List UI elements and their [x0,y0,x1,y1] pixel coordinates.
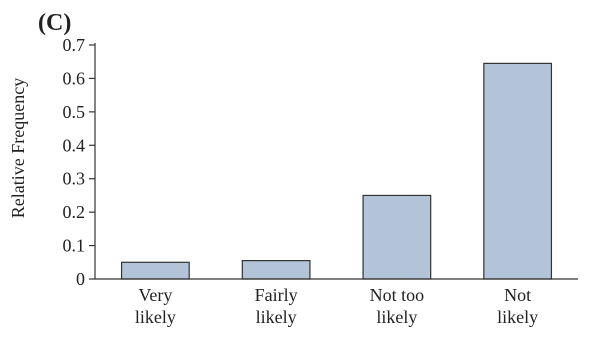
y-tick-label: 0.3 [63,169,86,189]
bar [120,261,190,280]
x-category-label: likely [256,307,297,327]
x-category-label: Not too [370,285,425,305]
y-tick-label: 0 [76,269,85,289]
y-axis: 0 0.1 0.2 0.3 0.4 0.5 0.6 0.7 [63,35,96,289]
x-category-label: Fairly [255,285,298,305]
x-category-label: likely [376,307,417,327]
bar [241,260,311,280]
y-axis-title: Relative Frequency [8,78,28,218]
y-tick-label: 0.2 [63,202,86,222]
bars [120,62,553,280]
y-tick-label: 0.1 [63,236,86,256]
y-tick-label: 0.7 [63,35,86,55]
y-tick-label: 0.4 [63,135,86,155]
y-tick-label: 0.5 [63,102,86,122]
x-category-label: likely [135,307,176,327]
y-tick-label: 0.6 [63,68,86,88]
bar [483,62,553,280]
panel-label: (C) [38,10,71,36]
x-category-label: likely [497,307,538,327]
x-category-label: Not [504,285,531,305]
x-category-label: Very [138,285,172,305]
bar [362,194,432,280]
